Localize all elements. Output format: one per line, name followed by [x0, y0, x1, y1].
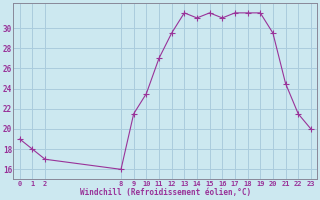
X-axis label: Windchill (Refroidissement éolien,°C): Windchill (Refroidissement éolien,°C) — [80, 188, 251, 197]
